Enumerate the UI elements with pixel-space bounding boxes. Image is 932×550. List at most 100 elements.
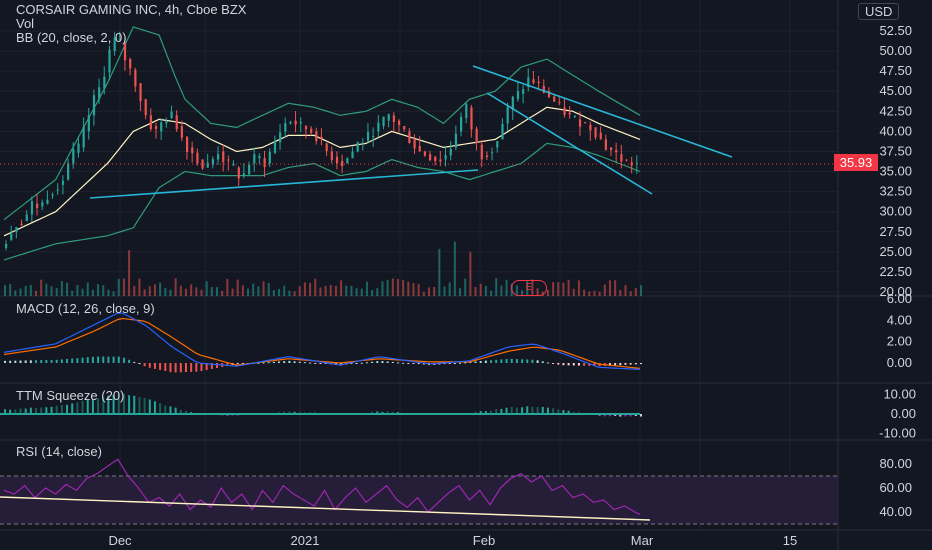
candle-body — [568, 112, 571, 115]
macd-histogram-bar — [60, 359, 63, 363]
candle-body — [465, 103, 468, 118]
rsi-tick-label: 60.00 — [879, 480, 912, 495]
volume-bar — [71, 290, 74, 296]
volume-bar — [355, 288, 358, 296]
candle-body — [377, 122, 380, 132]
ttm-bar — [55, 405, 58, 414]
candle-body — [113, 37, 116, 52]
volume-bar — [371, 290, 374, 296]
macd-histogram-bar — [500, 359, 503, 363]
volume-bar — [179, 285, 182, 296]
candle-body — [341, 160, 344, 167]
candle-body — [310, 128, 313, 133]
volume-bar — [546, 289, 549, 296]
macd-histogram-bar — [309, 362, 312, 364]
volume-bar — [453, 241, 456, 296]
macd-histogram-bar — [267, 362, 270, 364]
macd-histogram-bar — [402, 362, 405, 364]
volume-bar — [536, 288, 539, 296]
candle-body — [423, 151, 427, 156]
macd-histogram-bar — [521, 359, 524, 363]
macd-histogram-bar — [107, 356, 110, 363]
candle-body — [5, 244, 8, 248]
time-tick-label: Dec — [108, 533, 132, 548]
ttm-tick-label: 10.00 — [883, 387, 916, 402]
volume-bar — [402, 279, 405, 296]
macd-histogram-bar — [510, 358, 513, 363]
ttm-bar — [122, 393, 125, 414]
ttm-bar — [629, 414, 632, 417]
ttm-bar — [293, 411, 296, 414]
macd-histogram-bar — [226, 363, 229, 367]
macd-histogram-bar — [293, 361, 296, 363]
ttm-bar — [391, 411, 394, 414]
candle-body — [206, 162, 209, 168]
macd-histogram-bar — [531, 359, 534, 363]
volume-bar — [505, 279, 508, 296]
volume-bar — [608, 280, 611, 296]
volume-bar — [81, 288, 84, 296]
candle-body — [429, 154, 432, 161]
macd-histogram-bar — [19, 360, 22, 363]
volume-bar — [283, 285, 286, 296]
candle-body — [248, 164, 251, 175]
volume-bar — [593, 290, 596, 296]
ttm-bar — [14, 409, 17, 414]
rsi-tick-label: 80.00 — [879, 456, 912, 471]
ttm-bar — [60, 404, 63, 414]
volume-bar — [117, 278, 120, 296]
volume-bar — [309, 282, 312, 296]
macd-histogram-bar — [153, 363, 156, 369]
volume-bar — [143, 289, 146, 296]
volume-bar — [433, 286, 436, 296]
candle-body — [180, 126, 184, 138]
volume-bar — [169, 289, 172, 296]
macd-histogram-bar — [577, 363, 580, 366]
macd-histogram-bar — [117, 356, 120, 363]
chart-title: CORSAIR GAMING INC, 4h, Cboe BZX — [16, 2, 247, 17]
ttm-bar — [143, 398, 146, 414]
candle-body — [294, 120, 297, 125]
macd-histogram-bar — [216, 363, 218, 369]
ttm-bar — [71, 403, 74, 414]
macd-histogram-bar — [50, 359, 53, 363]
macd-histogram-bar — [66, 358, 69, 363]
ttm-bar — [148, 399, 151, 414]
volume-bar — [107, 289, 110, 296]
macd-histogram-bar — [464, 362, 467, 364]
volume-bar — [500, 285, 503, 296]
currency-button[interactable]: USD — [858, 3, 900, 20]
candle-body — [584, 122, 587, 124]
macd-histogram-bar — [45, 360, 48, 363]
macd-histogram-bar — [381, 361, 384, 363]
ttm-bar — [552, 408, 555, 414]
ttm-bar — [624, 414, 627, 417]
ttm-bar — [608, 414, 611, 417]
volume-bar — [577, 280, 580, 296]
ttm-bar — [557, 409, 560, 414]
candle-body — [36, 203, 39, 208]
ttm-bar — [510, 406, 513, 414]
ttm-label: TTM Squeeze (20) — [16, 388, 125, 403]
earnings-badge[interactable]: E — [511, 280, 547, 296]
macd-histogram-bar — [262, 362, 265, 364]
ttm-bar — [97, 398, 100, 414]
price-tick-label: 27.50 — [879, 224, 912, 239]
volume-bar — [112, 291, 115, 296]
candle-body — [284, 123, 287, 132]
candle-body — [144, 99, 147, 116]
macd-histogram-bar — [619, 363, 622, 366]
ttm-bar — [102, 397, 105, 414]
volume-bar — [319, 287, 322, 296]
candle-body — [630, 162, 633, 166]
volume-bar — [195, 287, 198, 296]
volume-bar — [200, 289, 203, 296]
price-tick-label: 52.50 — [879, 23, 912, 38]
volume-bar — [588, 291, 591, 296]
macd-histogram-bar — [588, 363, 591, 366]
macd-histogram-bar — [303, 362, 306, 364]
ttm-bar — [521, 407, 524, 414]
volume-bar — [86, 282, 89, 296]
price-tick-label: 20.00 — [879, 284, 912, 299]
